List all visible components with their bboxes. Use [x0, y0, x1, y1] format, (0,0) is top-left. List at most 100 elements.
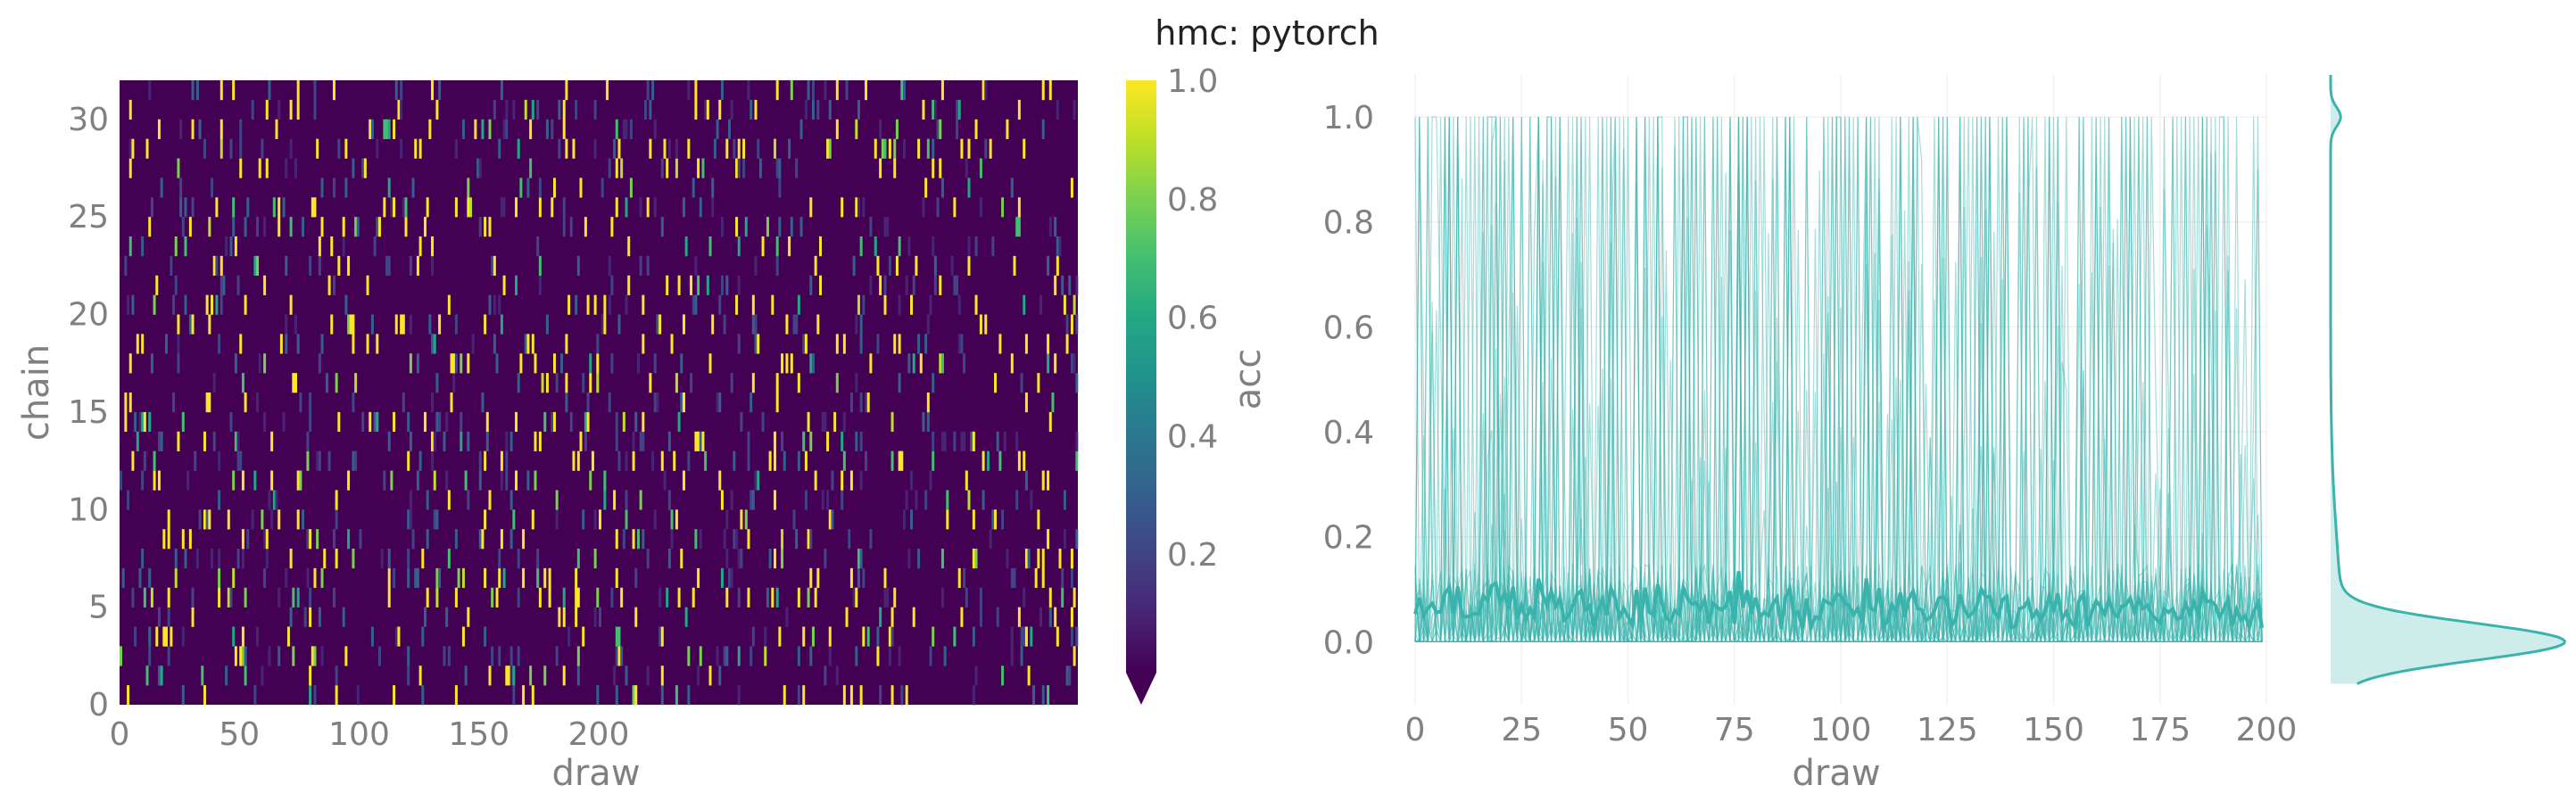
heatmap-cell	[656, 314, 659, 335]
heatmap-cell	[775, 255, 779, 277]
heatmap-cell	[821, 490, 824, 510]
heatmap-cell	[211, 294, 214, 315]
heatmap-cell	[124, 255, 128, 277]
heatmap-cell	[558, 99, 561, 120]
trace-series-line	[1415, 116, 2263, 642]
heatmap-cell	[404, 217, 408, 237]
heatmap-cell	[751, 490, 755, 510]
heatmap-cell	[289, 99, 293, 120]
heatmap-cell	[912, 275, 915, 295]
heatmap-cell	[218, 567, 221, 589]
heatmap-cell	[1027, 665, 1031, 686]
heatmap-cell	[407, 549, 410, 569]
heatmap-cell	[694, 80, 698, 101]
heatmap-cell	[956, 119, 959, 139]
trace-series-line	[1414, 117, 2263, 644]
heatmap-cell	[1054, 607, 1057, 627]
heatmap-cell	[1041, 685, 1045, 706]
heatmap-cell	[208, 314, 211, 335]
heatmap-cell	[282, 411, 286, 433]
heatmap-cell	[893, 334, 897, 354]
heatmap-cell	[380, 549, 384, 569]
heatmap-cell	[608, 255, 611, 277]
heatmap-cell	[809, 431, 813, 451]
heatmap-cell	[181, 529, 185, 550]
heatmap-cell	[615, 431, 618, 451]
heatmap-cell	[138, 567, 142, 589]
heatmap-cell	[203, 509, 206, 530]
heatmap-cell	[294, 373, 297, 393]
heatmap-cell	[737, 334, 741, 354]
heatmap-cell	[229, 236, 233, 257]
heatmap-cell	[774, 490, 776, 510]
heatmap-cell	[582, 373, 585, 393]
heatmap-cell	[303, 607, 307, 627]
heatmap-cell	[613, 665, 617, 686]
colorbar-tick: 0.8	[1167, 182, 1218, 219]
heatmap-cell	[809, 567, 813, 589]
heatmap-cell	[754, 314, 758, 335]
heatmap-cell	[939, 119, 942, 139]
heatmap-cell	[910, 294, 914, 315]
heatmap-cell	[835, 373, 839, 393]
heatmap-cell	[642, 529, 645, 550]
heatmap-cell	[555, 509, 559, 530]
heatmap-cell	[309, 685, 312, 706]
heatmap-cell	[188, 217, 192, 237]
heatmap-cell	[239, 450, 243, 471]
heatmap-cell	[491, 646, 494, 666]
heatmap-cell	[826, 431, 830, 451]
heatmap-cell	[512, 509, 516, 530]
heatmap-cell	[790, 80, 793, 101]
heatmap-cell	[184, 294, 187, 315]
heatmap-cell	[835, 665, 839, 686]
heatmap-cell	[484, 217, 487, 237]
heatmap-cell	[940, 178, 944, 198]
heatmap-cell	[120, 470, 122, 491]
trace-x-tick: 75	[1714, 712, 1755, 748]
heatmap-cell	[946, 490, 949, 510]
heatmap-cell	[893, 158, 897, 178]
heatmap-cell	[377, 217, 381, 237]
trace-series-line	[1415, 116, 2263, 644]
heatmap-cell	[167, 587, 170, 608]
heatmap-cell	[1015, 431, 1019, 451]
heatmap-cell	[680, 393, 683, 413]
heatmap-cell	[562, 119, 566, 139]
heatmap-cell	[241, 626, 244, 647]
heatmap-cell	[225, 236, 228, 257]
heatmap-cell	[758, 158, 762, 178]
heatmap-cell	[615, 197, 618, 218]
heatmap-cell	[236, 450, 240, 471]
heatmap-cell	[895, 255, 899, 277]
heatmap-cell	[1023, 294, 1026, 315]
heatmap-cell	[642, 431, 645, 451]
heatmap-cell	[517, 587, 520, 608]
heatmap-cell	[416, 470, 419, 491]
heatmap-cell	[697, 158, 700, 178]
heatmap-cell	[690, 373, 693, 393]
heatmap-cell	[744, 217, 748, 237]
heatmap-cell	[445, 607, 449, 627]
heatmap-cell	[708, 236, 712, 257]
heatmap-cell	[229, 411, 233, 433]
heatmap-cell	[967, 236, 971, 257]
heatmap-cell	[1015, 490, 1019, 510]
heatmap-cell	[809, 529, 813, 550]
heatmap-cell	[849, 470, 853, 491]
heatmap-cell	[219, 138, 223, 159]
heatmap-cell	[344, 178, 348, 198]
heatmap-cell	[778, 626, 782, 647]
heatmap-cell	[646, 80, 650, 101]
heatmap-cell	[903, 509, 906, 530]
heatmap-cell	[275, 119, 278, 139]
heatmap-cell	[865, 393, 868, 413]
heatmap-cell	[629, 119, 633, 139]
heatmap-cell	[768, 549, 772, 569]
heatmap-cell	[335, 509, 338, 530]
heatmap-cell	[352, 450, 355, 471]
heatmap-cell	[639, 431, 642, 451]
trace-series-line	[1415, 117, 2263, 643]
heatmap-cell	[842, 685, 846, 706]
heatmap-cell	[1048, 80, 1052, 101]
